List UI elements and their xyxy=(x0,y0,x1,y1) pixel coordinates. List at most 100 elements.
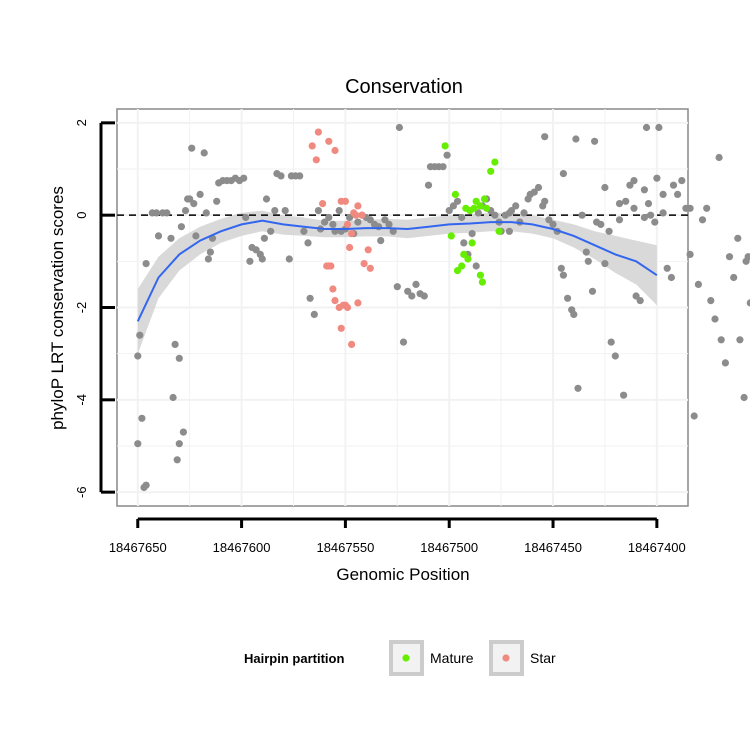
legend-key-star xyxy=(502,654,510,662)
point-other-183 xyxy=(505,209,513,217)
point-other-181 xyxy=(642,123,651,132)
point-star-27 xyxy=(346,243,354,252)
point-other-47 xyxy=(262,195,271,203)
point-other-139 xyxy=(605,227,613,235)
point-mature-13 xyxy=(487,167,495,175)
point-star-23 xyxy=(348,340,356,348)
point-other-28 xyxy=(202,209,210,217)
point-other-104 xyxy=(474,209,482,217)
point-mature-1 xyxy=(451,190,459,198)
point-other-22 xyxy=(186,195,194,203)
point-other-89 xyxy=(420,292,428,300)
point-other-151 xyxy=(647,211,655,219)
point-other-161 xyxy=(686,250,694,258)
point-star-11 xyxy=(364,246,372,254)
point-other-43 xyxy=(252,246,260,254)
point-other-189 xyxy=(659,190,667,198)
point-other-87 xyxy=(412,280,420,288)
point-mature-9 xyxy=(472,197,480,205)
point-mature-15 xyxy=(495,227,503,235)
point-other-155 xyxy=(663,264,671,272)
point-other-132 xyxy=(578,211,586,219)
point-star-15 xyxy=(319,200,327,208)
point-other-86 xyxy=(408,292,416,300)
point-other-1 xyxy=(134,352,142,360)
point-star-8 xyxy=(354,202,362,210)
point-other-65 xyxy=(329,220,337,228)
point-other-100 xyxy=(460,239,468,247)
point-other-143 xyxy=(620,391,628,399)
point-other-64 xyxy=(325,213,333,222)
point-star-29 xyxy=(325,262,333,270)
point-other-53 xyxy=(285,255,293,263)
point-other-102 xyxy=(468,230,476,238)
x-axis-label: Genomic Position xyxy=(336,565,469,584)
point-other-40 xyxy=(242,213,250,222)
y-tick-label-0: 2 xyxy=(74,119,89,126)
point-mature-19 xyxy=(464,255,472,263)
point-star-14 xyxy=(312,156,320,164)
point-other-130 xyxy=(570,310,578,318)
point-other-133 xyxy=(582,248,590,256)
point-other-24 xyxy=(188,144,196,152)
point-other-61 xyxy=(314,207,322,215)
series-star xyxy=(308,128,374,348)
point-other-182 xyxy=(591,137,599,145)
legend-label-mature: Mature xyxy=(430,650,474,666)
point-other-170 xyxy=(721,359,730,367)
point-other-51 xyxy=(277,172,285,180)
point-star-19 xyxy=(331,297,339,305)
point-other-112 xyxy=(505,227,513,235)
point-mature-11 xyxy=(480,195,489,203)
point-other-32 xyxy=(213,197,221,205)
point-star-28 xyxy=(350,209,358,217)
point-other-124 xyxy=(549,220,557,228)
point-other-85 xyxy=(404,287,412,295)
point-other-175 xyxy=(740,393,748,402)
point-other-179 xyxy=(572,135,580,143)
point-other-75 xyxy=(366,216,374,224)
point-other-187 xyxy=(630,204,638,212)
point-other-165 xyxy=(703,204,711,212)
point-other-142 xyxy=(615,216,624,224)
point-other-12 xyxy=(167,234,175,242)
point-star-26 xyxy=(341,301,349,309)
point-other-56 xyxy=(296,172,304,180)
point-other-146 xyxy=(630,177,638,185)
point-other-162 xyxy=(690,412,698,420)
point-mature-12 xyxy=(483,204,491,212)
point-other-108 xyxy=(491,211,499,219)
point-other-122 xyxy=(541,197,549,205)
point-other-67 xyxy=(335,207,343,215)
point-other-134 xyxy=(584,257,592,265)
point-other-186 xyxy=(640,186,649,194)
point-other-57 xyxy=(300,227,308,235)
point-other-17 xyxy=(179,428,187,436)
point-other-137 xyxy=(597,220,605,228)
point-other-78 xyxy=(377,237,385,245)
point-other-25 xyxy=(192,232,200,240)
point-star-10 xyxy=(360,260,368,268)
legend-key-mature xyxy=(402,654,410,662)
point-other-147 xyxy=(632,292,640,300)
point-other-168 xyxy=(715,153,723,162)
point-other-116 xyxy=(520,209,528,217)
legend-key-box-mature xyxy=(389,640,424,676)
point-other-166 xyxy=(707,297,715,305)
point-other-63 xyxy=(321,218,329,226)
point-other-80 xyxy=(385,220,393,228)
point-other-126 xyxy=(557,264,565,272)
point-other-188 xyxy=(615,200,624,208)
point-other-184 xyxy=(559,170,568,178)
point-other-177 xyxy=(744,253,750,261)
point-other-163 xyxy=(694,280,703,288)
point-other-156 xyxy=(667,273,676,282)
point-other-96 xyxy=(445,207,453,215)
point-mature-18 xyxy=(468,239,476,247)
point-other-173 xyxy=(734,234,742,242)
point-other-141 xyxy=(611,352,619,360)
series-mature xyxy=(441,142,503,286)
grid-lines xyxy=(117,109,688,506)
y-tick-label-3: -4 xyxy=(74,394,89,406)
